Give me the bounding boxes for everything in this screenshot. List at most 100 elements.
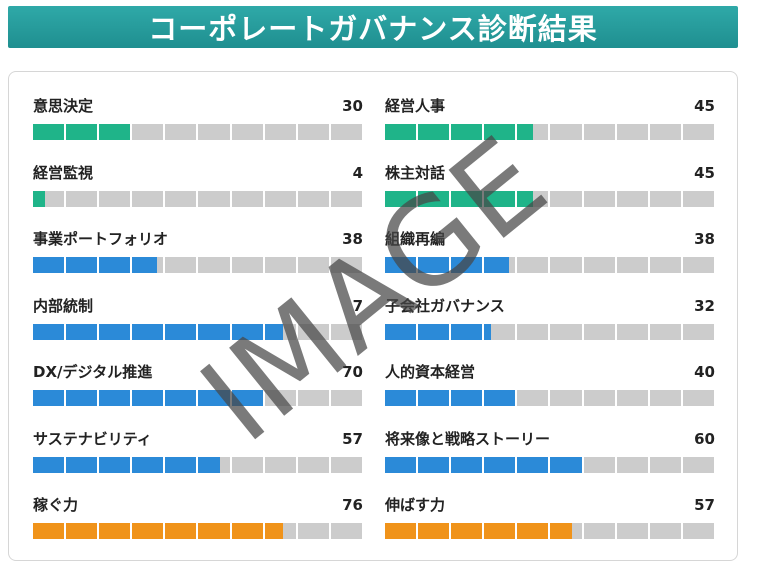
- progress-segment: [297, 257, 329, 273]
- progress-fill: [33, 190, 46, 207]
- progress-fill: [66, 390, 98, 406]
- metric-value: 32: [694, 296, 715, 315]
- progress-fill: [385, 257, 417, 273]
- progress-fill: [231, 323, 263, 340]
- metric-progress-bar: [385, 124, 714, 140]
- progress-segment: [33, 390, 65, 406]
- metric-progress-bar: [33, 323, 362, 340]
- progress-segment: [418, 523, 450, 539]
- metric-label: 人的資本経営: [385, 363, 476, 381]
- progress-segment: [682, 456, 714, 473]
- progress-segment: [451, 523, 483, 539]
- progress-segment: [385, 190, 417, 207]
- progress-segment: [451, 190, 483, 207]
- progress-segment: [165, 190, 197, 207]
- metric-label: 事業ポートフォリオ: [33, 230, 169, 248]
- progress-segment: [616, 523, 648, 539]
- progress-segment: [132, 190, 164, 207]
- progress-segment: [66, 257, 98, 273]
- metric-value: 45: [694, 97, 715, 115]
- progress-segment: [264, 390, 296, 406]
- progress-fill: [66, 257, 98, 273]
- metric-item: 内部統制 7: [33, 295, 363, 345]
- progress-fill: [484, 190, 516, 207]
- progress-segment: [385, 390, 417, 406]
- progress-segment: [99, 456, 131, 473]
- progress-segment: [33, 323, 65, 340]
- progress-segment: [418, 390, 450, 406]
- progress-fill: [484, 456, 516, 473]
- metric-item: 稼ぐ力 76: [33, 494, 363, 544]
- metric-progress-bar: [33, 190, 362, 207]
- metric-item: 意思決定 30: [33, 95, 363, 145]
- progress-segment: [264, 456, 296, 473]
- progress-fill: [66, 124, 98, 140]
- progress-segment: [550, 456, 582, 473]
- progress-fill: [231, 390, 263, 406]
- progress-segment: [583, 257, 615, 273]
- progress-segment: [583, 323, 615, 340]
- progress-segment: [583, 124, 615, 140]
- progress-fill: [99, 257, 131, 273]
- progress-segment: [33, 124, 65, 140]
- progress-fill: [517, 456, 549, 473]
- progress-fill: [418, 456, 450, 473]
- progress-segment: [649, 323, 681, 340]
- metric-value: 57: [342, 429, 363, 448]
- progress-segment: [616, 390, 648, 406]
- progress-segment: [484, 257, 516, 273]
- progress-fill: [33, 257, 65, 273]
- progress-segment: [66, 190, 98, 207]
- metric-progress-bar: [33, 390, 362, 406]
- progress-segment: [451, 124, 483, 140]
- metric-value: 7: [352, 296, 363, 315]
- progress-segment: [231, 323, 263, 340]
- metric-header: 子会社ガバナンス 32: [385, 295, 715, 319]
- progress-segment: [649, 523, 681, 539]
- metric-item: 事業ポートフォリオ 38: [33, 228, 363, 278]
- progress-segment: [451, 390, 483, 406]
- progress-segment: [616, 323, 648, 340]
- metric-progress-bar: [385, 390, 714, 406]
- progress-segment: [649, 390, 681, 406]
- progress-segment: [484, 456, 516, 473]
- progress-segment: [330, 257, 362, 273]
- progress-segment: [165, 390, 197, 406]
- progress-segment: [231, 390, 263, 406]
- progress-segment: [418, 257, 450, 273]
- title-banner: コーポレートガバナンス診断結果: [8, 6, 738, 48]
- progress-fill: [418, 390, 450, 406]
- progress-fill: [451, 523, 483, 539]
- metric-progress-bar: [33, 257, 362, 273]
- metric-value: 40: [694, 363, 715, 381]
- progress-fill: [484, 523, 516, 539]
- progress-segment: [198, 124, 230, 140]
- progress-segment: [616, 190, 648, 207]
- progress-segment: [297, 456, 329, 473]
- progress-segment: [682, 257, 714, 273]
- progress-fill: [451, 390, 483, 406]
- metric-item: サステナビリティ 57: [33, 428, 363, 478]
- metric-header: 経営監視 4: [33, 162, 363, 186]
- metric-item: 株主対話 45: [385, 162, 715, 212]
- progress-segment: [231, 456, 263, 473]
- progress-fill: [231, 523, 263, 539]
- progress-fill: [484, 257, 510, 273]
- progress-fill: [99, 390, 131, 406]
- progress-fill: [517, 523, 549, 539]
- progress-segment: [385, 523, 417, 539]
- progress-segment: [330, 323, 362, 340]
- metric-header: サステナビリティ 57: [33, 428, 363, 452]
- progress-fill: [165, 523, 197, 539]
- progress-fill: [99, 124, 131, 140]
- metric-progress-bar: [385, 523, 714, 539]
- metric-header: 意思決定 30: [33, 95, 363, 119]
- progress-segment: [132, 323, 164, 340]
- progress-segment: [264, 523, 296, 539]
- progress-segment: [385, 323, 417, 340]
- progress-segment: [231, 190, 263, 207]
- progress-segment: [418, 190, 450, 207]
- progress-segment: [198, 257, 230, 273]
- progress-segment: [330, 523, 362, 539]
- progress-segment: [330, 390, 362, 406]
